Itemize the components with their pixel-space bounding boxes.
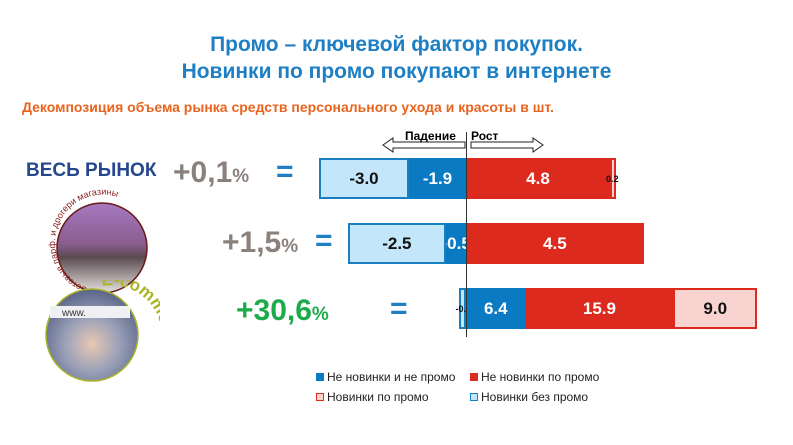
bar-segment: -3.0 xyxy=(319,158,409,199)
bar-value-label: 9.0 xyxy=(703,298,728,318)
total-market-growth: +0,1% xyxy=(173,156,250,189)
url-text: www. xyxy=(61,308,86,319)
bar-segment: -0.5 xyxy=(441,223,471,264)
title-line-2: Новинки по промо покупают в интернете xyxy=(181,60,612,83)
bar-value-label: -1.9 xyxy=(422,168,453,188)
bar-value-label: 4.8 xyxy=(526,168,550,188)
bar-value-label: -3.0 xyxy=(349,168,379,188)
bar-value-label: 4.5 xyxy=(543,233,567,253)
legend-swatch xyxy=(470,393,478,401)
ecommerce-growth: +30,6% xyxy=(236,294,329,327)
direction-arrows xyxy=(382,137,544,153)
legend-item: Новинки без промо xyxy=(470,390,588,404)
bar-segment: -2.5 xyxy=(347,223,447,264)
equals-sign: = xyxy=(315,224,333,257)
bar-segment: 4.8 xyxy=(466,158,610,199)
offline-growth: +1,5% xyxy=(222,226,299,259)
legend-label: Не новинки и не промо xyxy=(327,370,456,384)
legend-item: Новинки по промо xyxy=(316,390,429,404)
arrow-right-icon xyxy=(470,137,544,153)
bar-segment: 0.2 xyxy=(606,158,619,199)
arrow-left-icon xyxy=(382,137,466,153)
label-down: Падение xyxy=(405,129,456,143)
bar-segment: -1.9 xyxy=(409,158,466,199)
subtitle: Декомпозиция объема рынка средств персон… xyxy=(22,99,554,115)
legend-swatch xyxy=(470,373,478,381)
legend-swatch xyxy=(316,393,324,401)
legend-label: Новинки без промо xyxy=(481,390,589,404)
bar-value-label: -0.5 xyxy=(441,233,471,253)
bar-value-label: 15.9 xyxy=(582,298,616,318)
bar-segment: 6.4 xyxy=(466,288,526,329)
legend-item: Не новинки по промо xyxy=(470,370,599,384)
equals-sign: = xyxy=(276,155,294,188)
legend-swatch xyxy=(316,373,324,381)
bar-segment: 4.5 xyxy=(466,223,644,264)
legend-item: Не новинки и не промо xyxy=(316,370,455,384)
label-up: Рост xyxy=(471,129,499,143)
equals-sign: = xyxy=(390,292,408,325)
bar-value-label: 6.4 xyxy=(483,298,508,318)
ecommerce-image: www. E-commerce xyxy=(45,280,160,382)
bar-segment: 9.0 xyxy=(673,288,758,329)
bar-value-label: 0.2 xyxy=(606,173,619,184)
offline-store-image: Сетевые парф. и дрогери магазины xyxy=(47,187,148,293)
bar-value-label: -2.5 xyxy=(382,233,412,253)
row-label-total-market: ВЕСЬ РЫНОК xyxy=(26,160,157,181)
bar-segment: -0.7 xyxy=(455,288,471,329)
title-line-1: Промо – ключевой фактор покупок. xyxy=(210,33,583,56)
bar-segment: 15.9 xyxy=(525,288,674,329)
legend-label: Не новинки по промо xyxy=(481,370,600,384)
legend-label: Новинки по промо xyxy=(327,390,429,404)
zero-axis-line xyxy=(466,132,467,337)
bar-value-label: -0.7 xyxy=(455,303,471,314)
